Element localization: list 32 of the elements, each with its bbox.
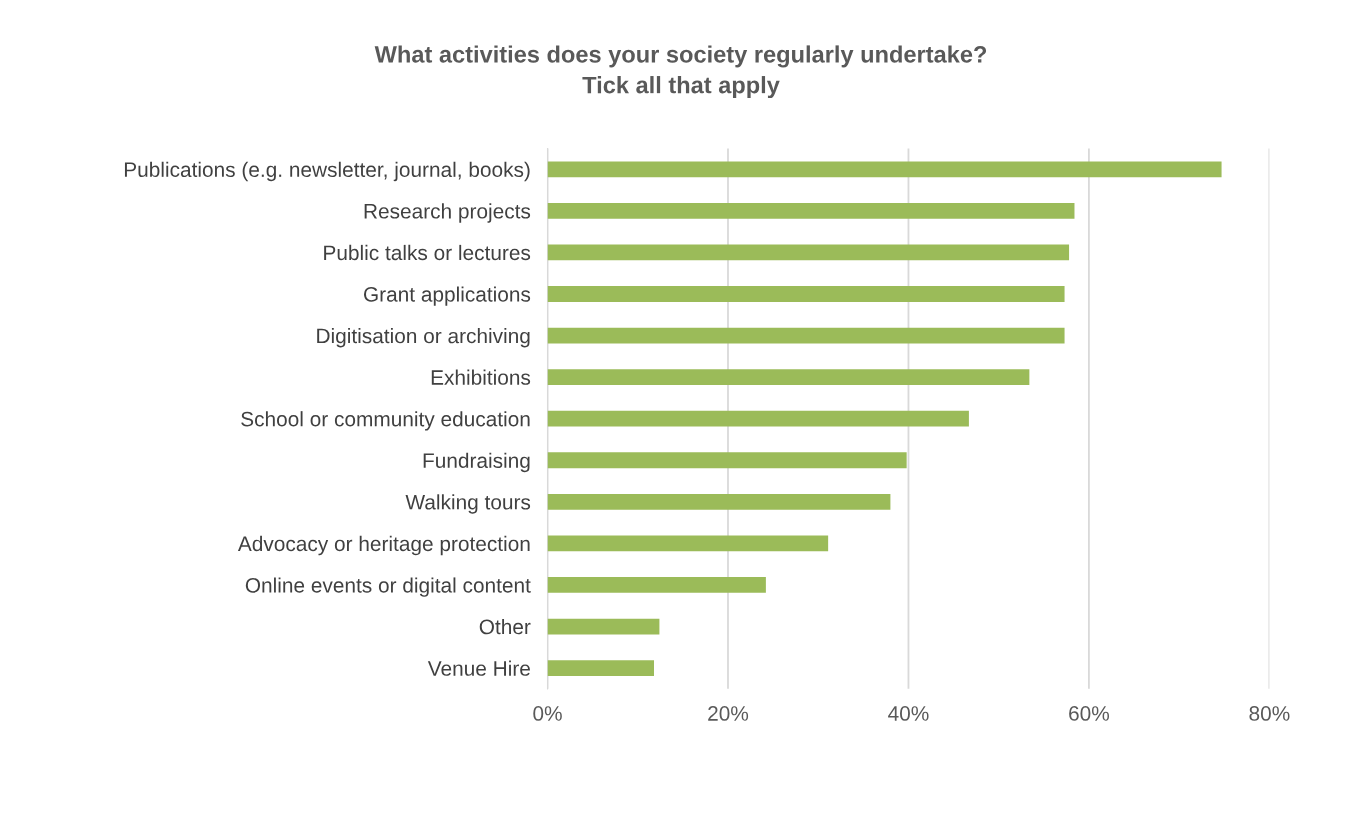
bar <box>547 660 654 676</box>
y-tick-label: Venue Hire <box>427 660 530 676</box>
y-tick-label: Digitisation or archiving <box>317 328 530 348</box>
y-tick-label: Grant applications <box>364 286 531 306</box>
bar <box>547 535 829 552</box>
y-tick-label: Research projects <box>364 203 531 223</box>
bar <box>547 202 1075 219</box>
bar <box>547 286 1065 302</box>
bar <box>547 369 1030 386</box>
bar <box>547 244 1070 261</box>
y-tick-label: School or community education <box>241 411 530 431</box>
bar <box>547 452 907 469</box>
bar <box>547 410 969 427</box>
bar <box>547 327 1065 344</box>
bar <box>547 493 891 510</box>
y-tick-label: Walking tours <box>405 494 531 514</box>
y-tick-label: Exhibitions <box>431 369 531 385</box>
bar <box>547 577 766 593</box>
y-tick-label: Other <box>479 618 531 635</box>
y-tick-label: Fundraising <box>423 452 530 473</box>
bar <box>547 161 1222 178</box>
chart-title: What activities does your society regularly undertake? Tick all that apply <box>374 45 987 99</box>
y-tick-label: Advocacy or heritage protection <box>237 535 530 556</box>
x-tick-label: 80% <box>1249 706 1290 721</box>
bar <box>547 618 660 635</box>
y-tick-label: Publications (e.g. newsletter, journal, books) <box>124 161 530 182</box>
x-tick-label: 20% <box>708 706 749 721</box>
y-tick-label: Online events or digital content <box>245 577 531 597</box>
x-tick-label: 60% <box>1069 706 1110 721</box>
x-tick-label: 40% <box>888 706 929 721</box>
y-tick-label: Public talks or lectures <box>324 244 531 261</box>
x-tick-label: 0% <box>533 706 562 721</box>
